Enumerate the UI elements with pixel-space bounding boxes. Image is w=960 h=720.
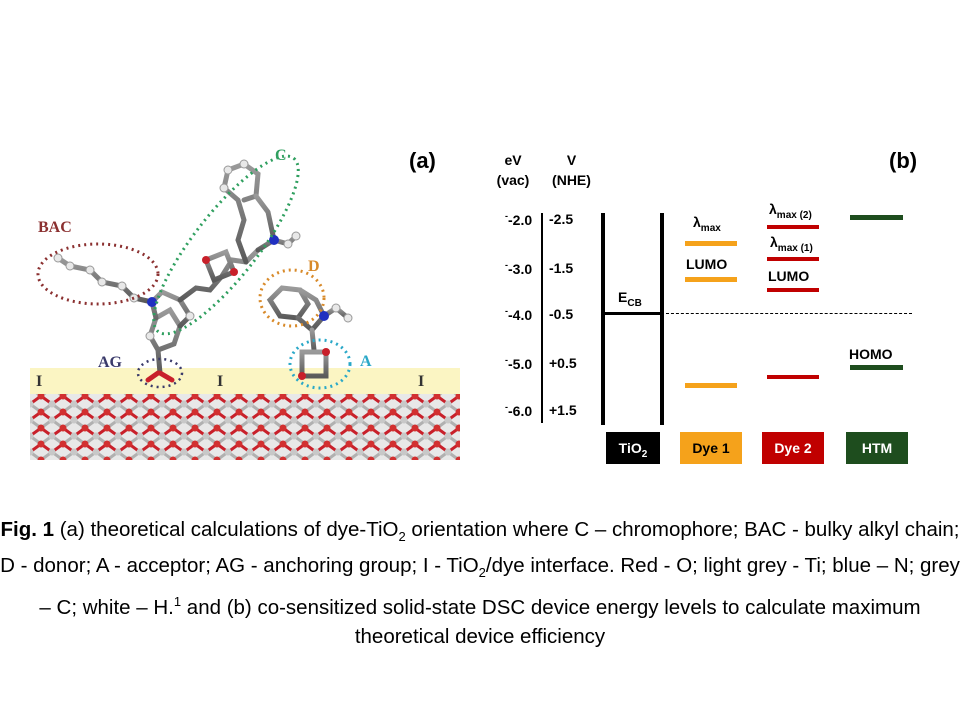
dye2-lumo-level: [767, 288, 819, 292]
caption-text-3: /dye interface. Red - O; light grey - Ti…: [39, 554, 960, 620]
panel-a-figure: [30, 140, 460, 465]
dye1-box: Dye 1: [680, 432, 742, 464]
ag-ellipse: [136, 357, 184, 389]
dye2-lumo-label: LUMO: [768, 268, 810, 284]
caption-sup-1: 1: [173, 594, 182, 610]
energy-axis-line: [541, 213, 543, 423]
dye1-lumo-level: [685, 277, 737, 282]
v-tick-1: -2.5: [549, 211, 574, 227]
panel-a-label: (a): [409, 148, 436, 173]
caption-sub-1: 2: [398, 529, 406, 545]
figure-caption: Fig. 1 (a) theoretical calculations of d…: [0, 515, 960, 651]
hydrogen-atoms: [53, 159, 301, 341]
label-ag: AG: [98, 354, 122, 371]
tio2-slab: [30, 394, 460, 460]
v-tick-3: -0.5: [549, 306, 574, 322]
ev-tick-4: --5.0: [505, 355, 533, 372]
htm-top-level: [850, 215, 903, 220]
caption-fig-label: Fig. 1: [0, 518, 55, 541]
v-tick-4: +0.5: [549, 355, 577, 371]
dye-molecule-right: [266, 285, 351, 379]
dye2-box: Dye 2: [762, 432, 824, 464]
ev-tick-5: --6.0: [505, 402, 533, 419]
dye2-lambda1-label: λmax (1): [770, 234, 813, 254]
bac-ellipse: [36, 242, 160, 306]
acceptor-ellipse: [288, 338, 352, 390]
htm-box: HTM: [846, 432, 908, 464]
label-a: A: [360, 353, 372, 370]
dye2-homo-level: [767, 375, 819, 379]
label-i-2: I: [217, 373, 224, 390]
heteroatoms: [147, 235, 279, 307]
dye-molecule-left: [55, 161, 299, 383]
dye-right-atoms: [298, 303, 353, 380]
ev-tick-3: --4.0: [505, 306, 533, 323]
ecb-label: ECB: [618, 289, 642, 309]
caption-text-4: and (b) co-sensitized solid-state DSC de…: [181, 596, 921, 649]
htm-homo-level: [850, 365, 903, 370]
caption-text-2: orientation where C – chromophore; BAC -…: [0, 518, 960, 578]
tio2-left-wall: [601, 213, 605, 425]
dye2-lambda2-level: [767, 225, 819, 229]
dye1-lumo-label: LUMO: [686, 256, 728, 272]
ecb-level: [601, 312, 664, 315]
molecule-illustration: [30, 154, 460, 460]
label-c: C: [275, 147, 287, 164]
donor-ellipse: [258, 268, 326, 328]
label-d: D: [308, 258, 320, 275]
v-tick-5: +1.5: [549, 402, 577, 418]
ecb-dashed-line: [666, 313, 912, 314]
dye1-lambda-level: [685, 241, 737, 246]
ev-tick-2: --3.0: [505, 260, 533, 277]
dye1-lambda-label: λmax: [693, 214, 721, 234]
htm-homo-label: HOMO: [849, 346, 893, 362]
ev-axis-header: eV (vac): [496, 152, 530, 188]
dye2-lambda1-level: [767, 257, 819, 261]
panel-b-label: (b): [889, 148, 918, 173]
v-tick-2: -1.5: [549, 260, 574, 276]
label-i-1: I: [36, 373, 43, 390]
ev-tick-1: --2.0: [505, 211, 533, 228]
caption-sub-2: 2: [478, 565, 486, 581]
dye2-lambda2-label: λmax (2): [769, 201, 812, 221]
dye1-homo-level: [685, 383, 737, 388]
label-i-3: I: [418, 373, 425, 390]
tio2-box: TiO2: [606, 432, 660, 464]
caption-text-1: (a) theoretical calculations of dye-TiO: [54, 518, 399, 541]
tio2-right-wall: [660, 213, 664, 425]
v-axis-header: V (NHE): [552, 152, 591, 188]
label-bac: BAC: [38, 219, 72, 236]
